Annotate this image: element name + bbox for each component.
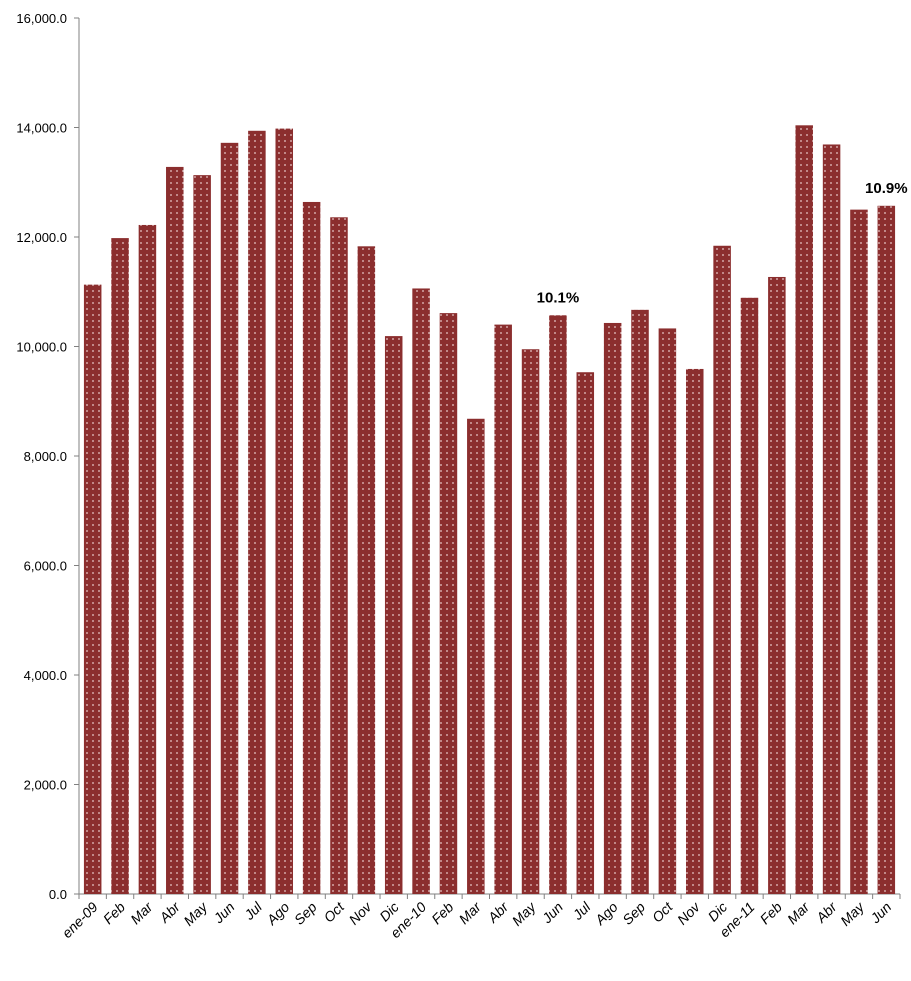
y-tick-label: 12,000.0 bbox=[16, 230, 67, 245]
x-category-label: Oct bbox=[649, 898, 676, 925]
bar bbox=[357, 246, 376, 894]
bar bbox=[521, 349, 540, 894]
bar bbox=[302, 201, 321, 894]
x-category-label: Jun bbox=[866, 899, 894, 927]
x-category-label: Mar bbox=[127, 898, 156, 927]
y-tick-label: 8,000.0 bbox=[24, 449, 67, 464]
y-tick-label: 4,000.0 bbox=[24, 668, 67, 683]
x-category-label: Ago bbox=[591, 899, 621, 929]
bar bbox=[631, 309, 649, 894]
bar bbox=[220, 142, 239, 894]
bar bbox=[603, 322, 622, 894]
x-category-label: Jun bbox=[538, 899, 566, 927]
bar bbox=[713, 245, 731, 894]
x-category-label: Jul bbox=[240, 898, 265, 923]
x-category-label: Sep bbox=[619, 899, 648, 928]
x-category-label: May bbox=[837, 898, 868, 929]
x-category-label: Mar bbox=[784, 898, 813, 927]
data-annotation: 10.1% bbox=[537, 289, 580, 306]
x-category-label: May bbox=[180, 898, 211, 929]
x-category-label: Abr bbox=[155, 898, 183, 926]
bar bbox=[248, 130, 266, 894]
bars-group bbox=[83, 125, 896, 895]
x-category-label: ene-09 bbox=[59, 899, 101, 941]
bar bbox=[384, 336, 403, 894]
x-category-label: Feb bbox=[100, 899, 129, 928]
bar bbox=[439, 313, 458, 894]
bar bbox=[111, 238, 129, 895]
x-category-label: Abr bbox=[484, 898, 512, 926]
bar bbox=[549, 315, 567, 895]
x-category-label: Jul bbox=[569, 898, 594, 923]
bar bbox=[166, 166, 184, 895]
y-tick-label: 14,000.0 bbox=[16, 121, 67, 136]
x-category-label: Nov bbox=[346, 898, 376, 928]
bar bbox=[822, 144, 841, 894]
data-annotation: 10.9% bbox=[865, 180, 908, 197]
y-tick-label: 0.0 bbox=[49, 887, 67, 902]
bar bbox=[330, 217, 348, 895]
x-category-label: Feb bbox=[428, 899, 457, 928]
y-tick-label: 6,000.0 bbox=[24, 559, 67, 574]
annotations-group: 10.1% 10.9% bbox=[537, 180, 908, 307]
bar bbox=[494, 324, 512, 895]
bar bbox=[768, 276, 786, 894]
x-category-label: Jun bbox=[210, 899, 238, 927]
bar bbox=[877, 205, 896, 895]
bar bbox=[275, 128, 294, 895]
bar bbox=[412, 288, 430, 895]
bar bbox=[193, 175, 211, 894]
bar bbox=[850, 209, 868, 894]
bar bbox=[740, 297, 759, 895]
bar bbox=[467, 418, 485, 894]
x-category-label: Oct bbox=[320, 898, 347, 925]
bar bbox=[83, 284, 102, 894]
bar bbox=[658, 328, 677, 894]
x-category-label: Abr bbox=[812, 898, 840, 926]
x-category-label: Mar bbox=[456, 898, 485, 927]
bar bbox=[138, 224, 157, 894]
x-category-label: Nov bbox=[674, 898, 704, 928]
y-tick-label: 2,000.0 bbox=[24, 778, 67, 793]
bar bbox=[576, 372, 595, 894]
y-tick-label: 10,000.0 bbox=[16, 340, 67, 355]
x-category-label: Ago bbox=[263, 899, 293, 929]
x-category-label: Feb bbox=[757, 899, 786, 928]
y-tick-label: 16,000.0 bbox=[16, 11, 67, 26]
bar bbox=[685, 368, 704, 894]
x-category-label: Sep bbox=[291, 899, 320, 928]
bar bbox=[795, 125, 813, 894]
x-category-label: May bbox=[509, 898, 540, 929]
y-axis: 0.0 2,000.0 4,000.0 6,000.0 8,000.0 10,000.0 1… bbox=[16, 11, 80, 902]
